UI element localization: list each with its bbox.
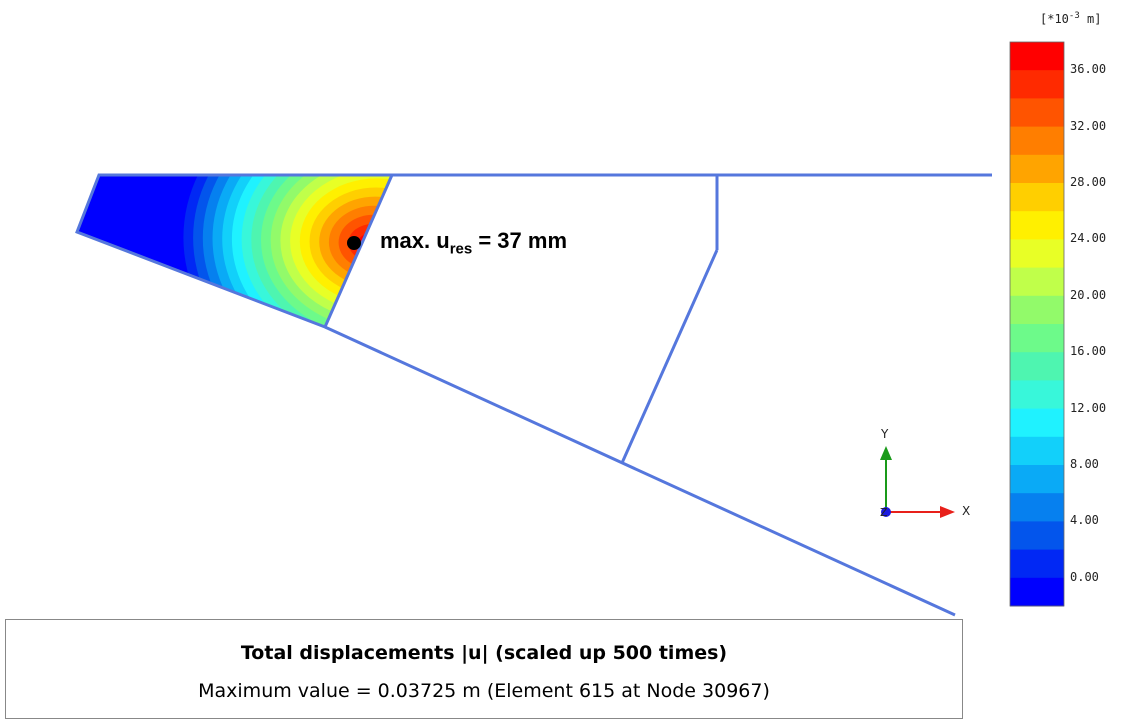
legend-band xyxy=(1010,521,1064,551)
legend-band xyxy=(1010,211,1064,240)
legend-tick-label: 8.00 xyxy=(1070,457,1099,471)
legend-band xyxy=(1010,380,1064,410)
legend-band xyxy=(1010,324,1064,353)
legend-band xyxy=(1010,465,1064,494)
result-info-box: Total displacements |u| (scaled up 500 t… xyxy=(5,619,963,719)
legend-tick-label: 4.00 xyxy=(1070,513,1099,528)
max-displacement-annotation: max. ures = 37 mm xyxy=(380,228,568,258)
legend-tick-label: 16.00 xyxy=(1070,344,1107,359)
x-axis-arrowhead xyxy=(940,506,955,518)
legend-tick-label: 12.00 xyxy=(1070,400,1107,415)
legend-band xyxy=(1010,295,1064,325)
result-maximum-value: Maximum value = 0.03725 m (Element 615 a… xyxy=(198,680,770,702)
max-displacement-marker xyxy=(347,236,361,250)
legend-band xyxy=(1010,70,1064,99)
axis-triad xyxy=(880,446,955,518)
legend-band xyxy=(1010,154,1064,184)
legend-band xyxy=(1010,577,1064,607)
legend-band xyxy=(1010,408,1064,438)
legend-band xyxy=(1010,239,1064,269)
legend-band xyxy=(1010,183,1064,212)
inclined-boundary xyxy=(620,249,719,464)
legend-tick-label: 32.00 xyxy=(1070,118,1107,133)
result-title: Total displacements |u| (scaled up 500 t… xyxy=(240,642,728,664)
legend-band xyxy=(1010,436,1064,466)
y-axis-label: Y xyxy=(881,427,889,441)
legend-band xyxy=(1010,352,1064,381)
z-axis-dot xyxy=(881,507,891,517)
z-axis-label: Z xyxy=(880,506,888,519)
legend-frame xyxy=(1009,41,1065,607)
bottom-boundary xyxy=(324,325,956,617)
legend-band xyxy=(1010,493,1064,522)
legend-units: [*10-3 m] xyxy=(1040,11,1102,26)
legend-tick-label: 0.00 xyxy=(1070,569,1099,584)
legend-band xyxy=(1010,98,1064,128)
legend-band xyxy=(1010,549,1064,579)
legend-tick-label: 20.00 xyxy=(1070,287,1107,302)
x-axis-label: X xyxy=(962,504,971,518)
color-legend xyxy=(1009,41,1065,607)
legend-band xyxy=(1010,126,1064,156)
y-axis-arrowhead xyxy=(880,446,892,460)
legend-tick-label: 36.00 xyxy=(1070,62,1107,77)
legend-band xyxy=(1010,42,1064,71)
geometry-lines xyxy=(75,173,992,617)
legend-band xyxy=(1010,267,1064,297)
legend-tick-label: 24.00 xyxy=(1070,231,1107,246)
legend-tick-label: 28.00 xyxy=(1070,175,1107,189)
